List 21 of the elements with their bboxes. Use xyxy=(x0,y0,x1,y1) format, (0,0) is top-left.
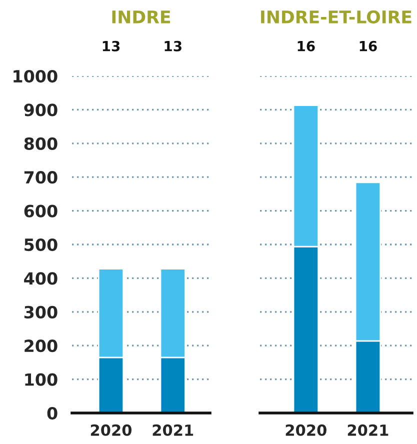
text: 13 xyxy=(102,40,120,52)
y-tick-label: 600 xyxy=(24,204,58,218)
chart-title: INDRE-ET-LOIRE xyxy=(261,10,412,24)
text: 16 xyxy=(298,40,315,52)
y-tick-label: 1000 xyxy=(14,70,58,83)
y-tick-label: 0 xyxy=(47,406,58,420)
x-tick-label: 2020 xyxy=(90,424,132,436)
y-tick-label: 400 xyxy=(24,272,58,285)
y-tick-label: 700 xyxy=(24,171,58,184)
y-tick-label: 100 xyxy=(25,373,58,386)
y-tick-label: 300 xyxy=(24,306,58,318)
x-tick-label: 2021 xyxy=(348,424,388,436)
y-tick-label: 200 xyxy=(24,340,58,352)
chart-title: INDRE xyxy=(112,10,170,24)
x-tick-label: 2020 xyxy=(286,424,326,436)
y-tick-label: 800 xyxy=(24,137,58,150)
y-tick-label: 900 xyxy=(24,104,58,116)
text: 13 xyxy=(164,40,182,52)
y-tick-label: 500 xyxy=(24,238,58,252)
text: 16 xyxy=(360,40,377,52)
x-tick-label: 2021 xyxy=(152,424,194,436)
